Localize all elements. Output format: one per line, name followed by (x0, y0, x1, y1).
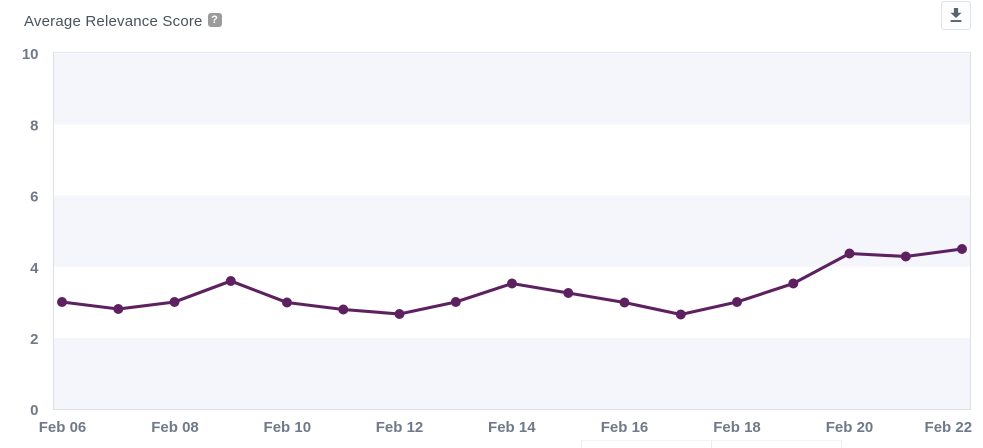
svg-text:2: 2 (30, 331, 38, 348)
svg-text:Feb 10: Feb 10 (264, 419, 312, 436)
svg-text:Feb 18: Feb 18 (713, 419, 761, 436)
svg-text:Feb 22: Feb 22 (925, 419, 973, 436)
svg-text:Feb 16: Feb 16 (601, 419, 649, 436)
svg-text:Feb 20: Feb 20 (826, 419, 874, 436)
svg-text:4: 4 (30, 260, 39, 277)
svg-text:0: 0 (30, 402, 38, 419)
svg-text:8: 8 (30, 117, 38, 134)
svg-text:6: 6 (30, 189, 38, 206)
svg-text:10: 10 (22, 46, 39, 63)
svg-text:Feb 08: Feb 08 (151, 419, 199, 436)
svg-text:Feb 12: Feb 12 (376, 419, 424, 436)
svg-text:Feb 14: Feb 14 (488, 419, 536, 436)
svg-text:Feb 06: Feb 06 (39, 419, 87, 436)
